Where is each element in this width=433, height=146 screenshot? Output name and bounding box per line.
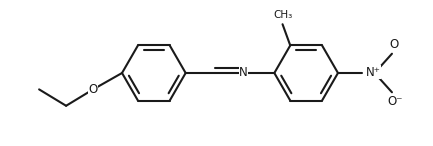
Text: O: O	[389, 38, 398, 51]
Text: N: N	[239, 66, 248, 80]
Text: O⁻: O⁻	[387, 95, 403, 108]
Text: CH₃: CH₃	[273, 10, 292, 20]
Text: N⁺: N⁺	[366, 66, 381, 79]
Text: O: O	[88, 83, 98, 96]
